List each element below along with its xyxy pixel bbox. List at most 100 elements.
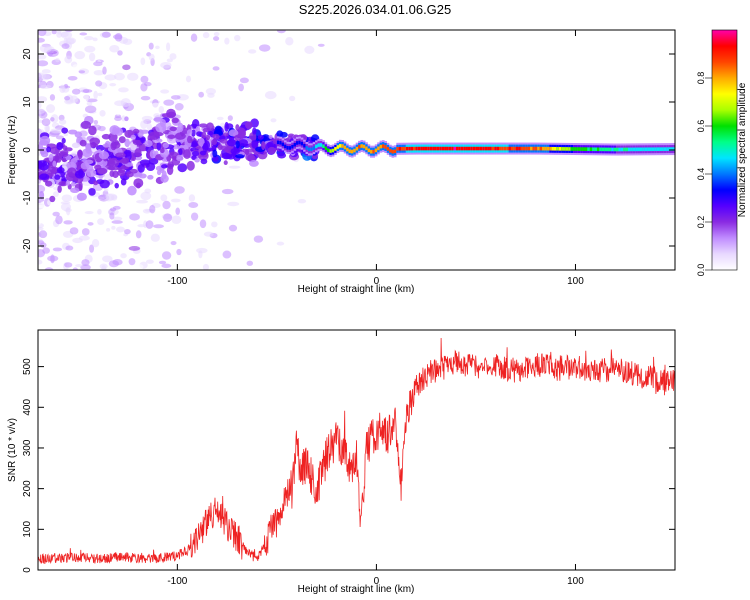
heat-speckle	[65, 37, 77, 45]
ridge-core	[625, 147, 629, 152]
heat-speckle	[72, 64, 80, 71]
heat-speckle	[113, 34, 123, 40]
heat-speckle	[84, 270, 91, 276]
ridge-core	[654, 147, 657, 152]
ridge-core	[532, 146, 536, 151]
ridge-core	[372, 149, 376, 154]
heat-speckle	[45, 125, 50, 134]
heat-speckle	[95, 80, 103, 87]
heat-speckle	[149, 204, 156, 214]
heat-speckle	[222, 250, 232, 259]
ridge-core	[288, 146, 292, 150]
ridge-core	[417, 146, 421, 151]
heat-speckle	[136, 199, 148, 204]
colorbar-label: Normalized spectral amplitude	[737, 82, 748, 217]
heat-blob	[94, 164, 102, 170]
heat-blob	[114, 127, 124, 136]
heat-speckle	[211, 221, 218, 228]
heat-speckle	[52, 247, 63, 252]
heat-blob	[202, 127, 211, 132]
heat-speckle	[111, 220, 123, 224]
heat-speckle	[97, 92, 103, 97]
heat-blob	[277, 152, 287, 159]
ridge-core	[637, 147, 641, 152]
ridge-core	[518, 146, 521, 151]
heat-speckle	[155, 45, 160, 50]
heat-speckle	[176, 248, 182, 256]
ridge-core	[284, 144, 287, 149]
heat-blob	[119, 158, 128, 164]
heat-speckle	[158, 260, 167, 265]
heat-blob	[199, 150, 207, 156]
heat-blob	[261, 140, 266, 151]
ridge-core	[542, 146, 545, 151]
ridge-core	[577, 147, 581, 151]
ridge-core	[573, 147, 576, 151]
heat-speckle	[140, 191, 152, 201]
heat-speckle	[71, 88, 81, 95]
heat-speckle	[169, 53, 177, 60]
heat-speckle	[144, 188, 152, 194]
heat-speckle	[69, 227, 79, 235]
heat-blob	[64, 147, 73, 152]
heat-speckle	[145, 220, 154, 229]
y-tick-label: 200	[22, 480, 33, 497]
heat-speckle	[123, 228, 131, 235]
ridge-core	[594, 147, 598, 152]
heat-blob	[38, 142, 43, 152]
heat-speckle	[59, 84, 66, 94]
heat-speckle	[56, 31, 62, 38]
ridge-core	[642, 147, 645, 152]
ridge-core	[467, 146, 471, 151]
ridge-core	[279, 140, 282, 145]
heat-speckle	[39, 44, 52, 53]
ridge-core	[487, 146, 490, 151]
heat-speckle	[114, 114, 122, 119]
ridge-core	[451, 146, 454, 151]
heat-speckle	[67, 75, 78, 81]
ridge-core	[611, 147, 614, 152]
snr-axes: -100 0 100 0 100 200 300 400 500	[22, 330, 675, 587]
heat-speckle	[97, 218, 105, 225]
heat-blob	[139, 129, 150, 134]
heat-speckle	[89, 244, 95, 253]
heat-speckle	[84, 45, 96, 53]
ridge-core	[580, 147, 583, 151]
heat-speckle	[93, 61, 103, 67]
ridge-core	[659, 147, 662, 151]
ridge-core	[649, 147, 653, 152]
heat-speckle	[82, 93, 89, 102]
ridge-core	[668, 147, 672, 151]
heat-speckle	[75, 263, 83, 268]
heat-speckle	[202, 32, 210, 39]
heat-blob	[160, 174, 169, 183]
ridge-core	[499, 146, 502, 151]
ridge-core	[396, 147, 399, 151]
ridge-core	[479, 146, 483, 151]
heat-speckle	[311, 206, 322, 212]
heat-speckle	[108, 260, 119, 268]
ridge-core	[628, 147, 631, 152]
ridge-core	[403, 146, 407, 151]
heat-speckle	[219, 61, 229, 66]
ridge-core	[656, 147, 660, 151]
heat-blob	[167, 134, 176, 139]
heat-blob	[168, 151, 179, 159]
ridge-core	[315, 144, 318, 149]
heat-speckle	[101, 31, 111, 38]
ridge-core	[570, 147, 574, 151]
heat-blob	[235, 140, 240, 149]
heat-blob	[115, 152, 126, 158]
heat-speckle	[227, 115, 233, 121]
heat-blob	[132, 139, 137, 144]
heat-blob	[80, 162, 90, 170]
heat-speckle	[74, 51, 86, 60]
heat-blob	[178, 148, 183, 156]
heat-speckle	[38, 108, 46, 115]
heat-blob	[191, 150, 200, 157]
x-tick-label: 0	[374, 276, 380, 287]
heat-speckle	[190, 212, 199, 221]
ridge-core	[389, 148, 392, 153]
heat-speckle	[137, 224, 146, 228]
heat-blob	[191, 129, 196, 137]
